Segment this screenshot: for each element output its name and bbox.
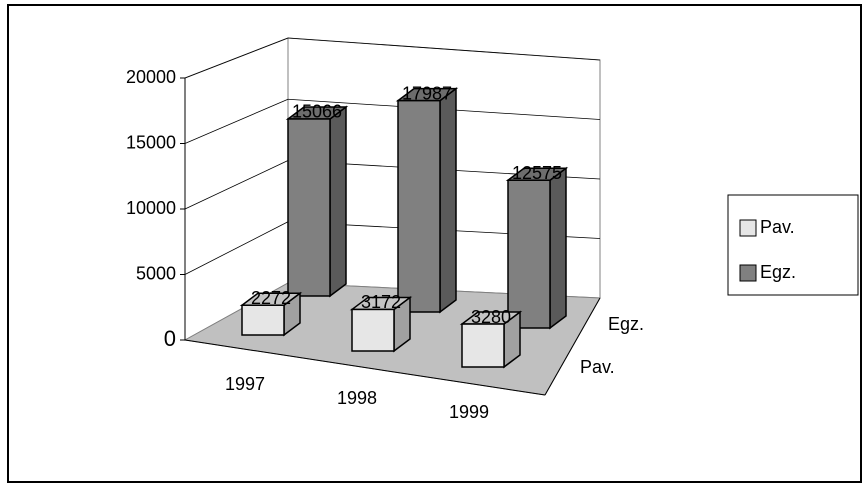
grid-line bbox=[184, 221, 289, 275]
bar bbox=[397, 99, 441, 313]
value-label: 17987 bbox=[402, 83, 452, 103]
legend-label: Egz. bbox=[760, 262, 796, 282]
legend-label: Pav. bbox=[760, 217, 795, 237]
depth-label: Pav. bbox=[580, 357, 615, 377]
y-tick-label: 0 bbox=[164, 326, 176, 351]
x-axis bbox=[184, 339, 546, 396]
value-label: 12575 bbox=[512, 163, 562, 183]
x-tick-label: 1998 bbox=[337, 388, 377, 408]
bar bbox=[351, 308, 395, 352]
bar bbox=[241, 304, 285, 336]
y-tick-label: 5000 bbox=[136, 263, 176, 283]
grid-line bbox=[287, 37, 601, 61]
legend-swatch bbox=[739, 264, 757, 282]
x-tick-label: 1999 bbox=[449, 402, 489, 422]
bar bbox=[287, 118, 331, 297]
value-label: 3172 bbox=[361, 292, 401, 312]
bar bbox=[461, 323, 505, 368]
bar-side bbox=[329, 105, 347, 298]
bar bbox=[507, 179, 551, 329]
x-tick-label: 1997 bbox=[225, 374, 265, 394]
bar-side bbox=[439, 87, 457, 314]
depth-label: Egz. bbox=[608, 314, 644, 334]
grid-line bbox=[184, 37, 289, 79]
y-tick-label: 10000 bbox=[126, 198, 176, 218]
grid-line bbox=[184, 160, 289, 210]
y-tick-label: 20000 bbox=[126, 67, 176, 87]
y-tick-label: 15000 bbox=[126, 132, 176, 152]
value-label: 2272 bbox=[251, 288, 291, 308]
value-label: 3280 bbox=[471, 307, 511, 327]
value-label: 15066 bbox=[292, 102, 342, 122]
legend-swatch bbox=[739, 219, 757, 237]
bar-side bbox=[549, 166, 567, 330]
grid-line bbox=[184, 98, 289, 144]
depth-axis bbox=[544, 297, 601, 396]
